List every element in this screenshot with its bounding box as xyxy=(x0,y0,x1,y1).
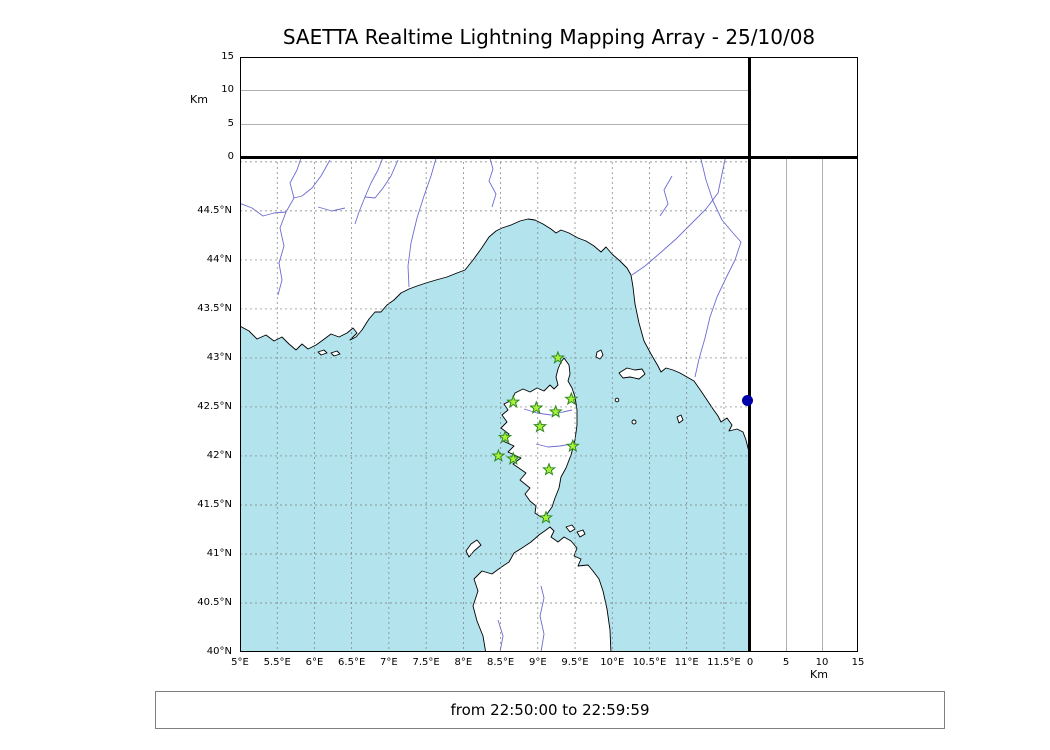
lat-tick-label: 43°N xyxy=(206,351,232,363)
river-serchio xyxy=(659,175,673,217)
sensor-station-layer xyxy=(491,350,580,524)
top-panel-gridline xyxy=(240,90,750,92)
sensor-station-marker xyxy=(506,394,521,409)
top-km-tick-label: 10 xyxy=(221,84,234,96)
graticule-layer xyxy=(240,157,750,652)
time-range-text: from 22:50:00 to 22:59:59 xyxy=(450,701,650,719)
page-title: SAETTA Realtime Lightning Mapping Array … xyxy=(282,25,816,49)
lon-tick-label: 7°E xyxy=(380,657,398,668)
top-km-tick-label: 15 xyxy=(221,51,234,62)
lat-tick-label: 42.5°N xyxy=(197,400,232,412)
lat-tick-label: 40.5°N xyxy=(197,596,232,608)
lat-tick-label: 44°N xyxy=(206,253,232,265)
lat-tick-label: 42°N xyxy=(206,449,232,461)
river-rhone-branch xyxy=(277,157,302,296)
lon-tick-label: 5°E xyxy=(231,657,249,668)
lon-tick-label: 10°E xyxy=(600,657,625,668)
river-po-tributary xyxy=(488,157,497,208)
sensor-station-marker xyxy=(541,462,557,476)
island-giglio xyxy=(676,414,684,424)
sensor-station-marker xyxy=(491,448,506,462)
right-panel-gridline xyxy=(786,157,787,652)
sensor-station-marker xyxy=(564,391,579,406)
sensor-station-marker xyxy=(548,404,563,418)
coastline-mainland-france-italy xyxy=(240,157,750,457)
sensor-station-marker xyxy=(565,438,580,453)
lon-tick-label: 7.5°E xyxy=(412,657,440,668)
lat-tick-label: 40°N xyxy=(206,646,232,657)
river-verdon-branch xyxy=(364,159,399,199)
lon-tick-label: 6.5°E xyxy=(338,657,366,668)
river-verdon xyxy=(354,157,384,225)
lon-tick-label: 6°E xyxy=(305,657,324,668)
island-capraia xyxy=(595,349,604,360)
lon-tick-label: 9.5°E xyxy=(561,657,589,668)
right-km-tick-label: 15 xyxy=(851,657,865,668)
top-km-tick-label: 0 xyxy=(227,151,234,162)
lat-tick-label: 43.5°N xyxy=(197,302,232,314)
coastlines xyxy=(240,157,750,652)
right-km-tick-label: 10 xyxy=(815,657,829,668)
lat-tick-label: 44.5°N xyxy=(197,204,232,216)
lon-tick-label: 5.5°E xyxy=(263,657,291,668)
right-km-axis-label: Km xyxy=(810,668,828,681)
sensor-station-marker xyxy=(497,429,513,444)
island-asinara xyxy=(465,539,482,558)
top-km-tick-label: 5 xyxy=(227,117,234,129)
sensor-station-marker xyxy=(506,451,521,466)
river-var xyxy=(407,157,437,288)
river-sardinia-east xyxy=(539,585,545,652)
lat-tick-label: 41.5°N xyxy=(197,498,232,510)
top-km-axis-label: Km xyxy=(190,93,208,106)
river-west-tributary xyxy=(240,202,287,217)
lon-tick-label: 10.5°E xyxy=(632,657,667,668)
sensor-station-marker xyxy=(550,350,565,364)
island-hyeres-east xyxy=(330,350,341,357)
lightning-event-dot xyxy=(741,394,753,406)
time-range-box: from 22:50:00 to 22:59:59 xyxy=(155,691,945,729)
river-tavignano xyxy=(535,443,572,448)
island-montecristo xyxy=(631,419,637,425)
sensor-station-marker xyxy=(532,419,548,433)
right-km-tick-label: 0 xyxy=(746,657,754,668)
lon-tick-label: 9°E xyxy=(528,657,547,668)
river-durance-upper xyxy=(293,159,331,199)
lon-tick-label: 11.5°E xyxy=(707,657,741,668)
island-hyeres-west xyxy=(317,349,328,356)
lat-tick-label: 41°N xyxy=(206,547,232,559)
frame-divider-horizontal xyxy=(240,156,858,159)
island-maddalena-east xyxy=(576,529,586,538)
sensor-station-marker xyxy=(538,510,554,524)
map-panel xyxy=(240,157,750,652)
river-sardinia-west xyxy=(497,619,504,652)
lon-tick-label: 8°E xyxy=(454,657,473,668)
right-panel-gridline xyxy=(822,157,823,652)
island-elba xyxy=(618,367,646,380)
corner-panel xyxy=(751,58,857,156)
frame-divider-vertical xyxy=(748,57,751,652)
lon-tick-label: 8.5°E xyxy=(486,657,515,668)
sensor-station-marker xyxy=(529,400,544,414)
lon-tick-label: 11°E xyxy=(674,657,699,668)
top-panel-gridline xyxy=(240,123,750,125)
right-km-tick-label: 5 xyxy=(782,657,790,668)
island-pianosa xyxy=(614,397,620,403)
